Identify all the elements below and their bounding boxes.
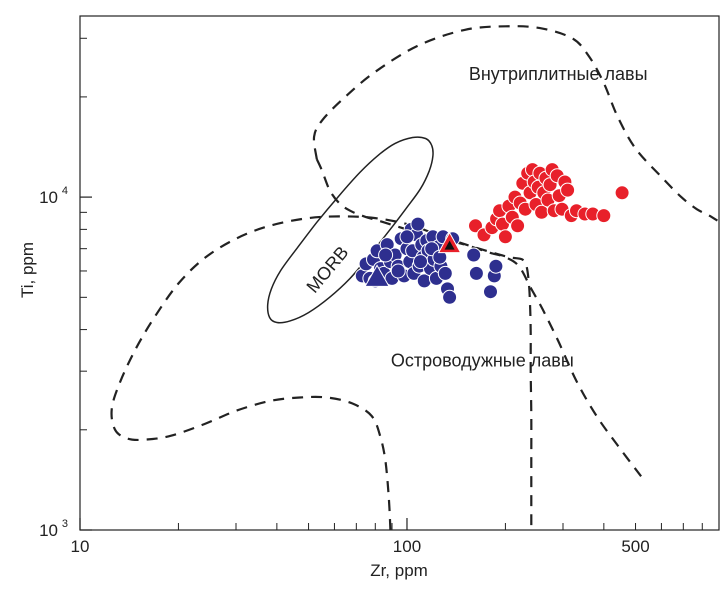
data-points: [354, 162, 630, 305]
red-point: [510, 218, 526, 234]
y-tick-exponent: 4: [62, 185, 68, 197]
annotation-3: MORB: [302, 242, 352, 296]
annotation-1: Внутриплитные лавы: [469, 64, 648, 84]
blue-point: [399, 229, 415, 245]
blue-point: [437, 265, 453, 281]
blue-point: [442, 289, 458, 305]
red-point: [596, 208, 612, 224]
blue-point: [378, 247, 394, 263]
x-tick-label: 100: [393, 537, 421, 556]
blue-point: [410, 216, 426, 232]
x-axis-title: Zr, ppm: [370, 561, 428, 580]
blue-point: [466, 247, 482, 263]
blue-triangle-point: [364, 264, 390, 287]
x-tick-label: 10: [71, 537, 90, 556]
y-axis-title: Ti, ppm: [18, 242, 37, 298]
annotation-2: Островодужные лавы: [391, 350, 574, 370]
blue-point: [413, 254, 428, 270]
blue-point: [468, 265, 484, 281]
axis-ticks: [79, 37, 720, 531]
blue-point: [390, 263, 406, 279]
red-triangle-inner: [444, 240, 455, 250]
field-boundaries: [110, 25, 718, 530]
field-boundary-3: [110, 215, 533, 530]
plot-frame: [79, 15, 720, 531]
blue-point: [488, 258, 504, 274]
red-point: [614, 185, 630, 201]
blue-point: [483, 284, 498, 300]
red-point: [497, 229, 513, 245]
y-tick-label: 10: [39, 188, 58, 207]
y-tick-label: 10: [39, 521, 58, 540]
field-boundary-2: [312, 25, 718, 222]
x-tick-label: 500: [621, 537, 649, 556]
red-point: [468, 218, 483, 234]
field-boundary-4: [266, 136, 434, 324]
red-point: [560, 182, 576, 198]
y-tick-exponent: 3: [62, 518, 68, 530]
blue-point: [416, 273, 432, 289]
red-point: [534, 204, 550, 220]
